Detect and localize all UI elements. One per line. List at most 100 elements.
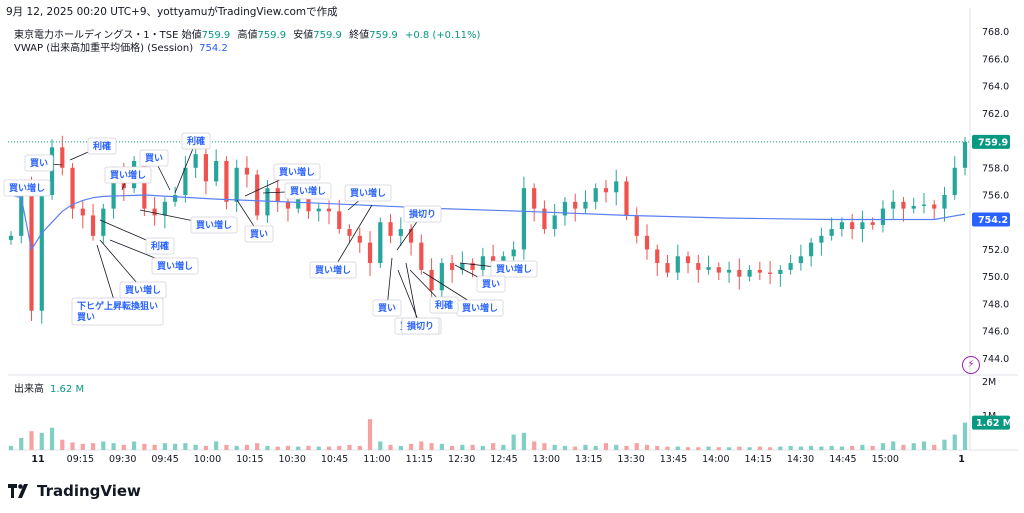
volume-bar [891,441,896,450]
annotation-label: 損切り [409,208,436,220]
volume-bar [870,445,875,450]
candle-body [152,208,157,216]
volume-tag-label: 1.62 M [976,418,1012,429]
volume-bar [29,431,34,450]
last-price-tag [972,134,1010,149]
volume-bar [419,441,424,450]
candle-body [111,174,116,209]
price-tick-label: 752.0 [982,245,1009,256]
annotation-pointer [397,269,421,327]
candle-body [19,188,24,236]
volume-bar [573,446,578,450]
close-label: 終値 [349,30,370,41]
symbol-name: 東京電力ホールディングス・1・TSE [14,30,179,41]
volume-bar [706,446,711,450]
vwap-legend[interactable]: VWAP (出来高加重平均価格) (Session) 754.2 [14,39,228,54]
open-value: 759.9 [201,30,231,41]
candle-body [255,174,260,216]
candle-body [60,147,65,168]
volume-bar [203,445,209,450]
time-tick-label: 12:30 [448,454,475,465]
volume-legend[interactable]: 出来高 1.62 M [14,380,84,395]
candle-body [942,195,947,209]
volume-bar [665,446,670,450]
volume-bar [439,443,444,450]
volume-bar [183,443,188,450]
time-tick-label: 10:00 [194,454,221,465]
candle-body [839,222,845,230]
volume-bar [80,443,85,450]
volume-bar [552,444,557,450]
candle-body [716,267,721,273]
candle-body [101,208,106,236]
time-tick-label: 11:15 [406,454,433,465]
annotation-label: 損切り [407,320,434,332]
price-tick-label: 744.0 [982,354,1009,365]
open-label: 始値 [181,30,202,41]
vwap-price-tag-label: 754.2 [978,215,1008,226]
volume-bar [501,444,506,450]
high-label: 高値 [237,30,258,41]
volume-bar [347,444,352,450]
volume-bar [49,427,55,450]
volume-bar [593,445,598,450]
volume-tag [972,415,1010,430]
high-value: 759.9 [257,30,287,41]
time-tick-label: 1 [958,454,965,465]
candle-body [521,188,527,250]
annotation-label: 買い [482,279,500,290]
candle-body [162,201,167,216]
price-tick-label: 748.0 [982,299,1009,310]
candle-body [367,242,373,264]
time-tick-label: 14:30 [787,454,814,465]
tradingview-logo-text: TradingView [37,482,141,500]
ohlc-legend[interactable]: 東京電力ホールディングス・1・TSE 始値759.9 高値759.9 安値759… [14,26,484,41]
volume-bar [521,432,527,450]
annotation-label: 買い [30,158,48,169]
volume-bar [131,441,137,450]
low-value: 759.9 [313,30,342,41]
lightning-icon[interactable]: ⚡ [962,356,980,374]
volume-bar [90,443,96,450]
volume-tick-label: 2M [982,377,996,388]
candle-body [962,141,968,168]
candle-body [757,269,762,273]
candle-body [449,263,455,270]
time-tick-label: 09:30 [109,454,136,465]
volume-bar [603,443,609,450]
candle-body [224,160,229,202]
time-tick-label: 13:30 [617,454,644,465]
price-tick-label: 758.0 [982,163,1009,174]
annotation-label: 買い [145,153,163,164]
volume-bar [778,446,783,450]
volume-bar [696,447,701,450]
volume-bar [921,441,927,450]
volume-bar [726,447,732,450]
last-price-tag-label: 759.9 [978,137,1008,148]
annotation-label: 買い増し [110,169,146,181]
tradingview-logo[interactable]: TradingView [8,482,141,500]
price-grid [8,8,1018,451]
candle-body [275,188,280,202]
volume-bar [614,444,619,450]
annotation-box [284,182,332,200]
time-axis: 11 09:15 09:30 09:45 10:00 10:15 10:30 10:45 11:… [31,454,964,465]
candle-body [798,256,803,264]
volume-bar [880,443,886,450]
candle-body [819,235,824,243]
candle-body [737,269,742,277]
annotation-box [401,317,440,335]
annotation-label: 買い増し [157,260,193,272]
time-tick-label: 12:45 [490,454,517,465]
volume-bar [8,445,14,450]
vwap-price-tag [972,212,1010,227]
candle-body [675,256,680,273]
time-tick-label: 11:00 [363,454,390,465]
candle-body [573,201,578,209]
volume-bar [275,446,280,450]
volume-bar [60,439,65,450]
volume-bar [234,445,239,450]
annotation-label: 利確 [150,240,169,252]
volume-bar [798,446,803,450]
